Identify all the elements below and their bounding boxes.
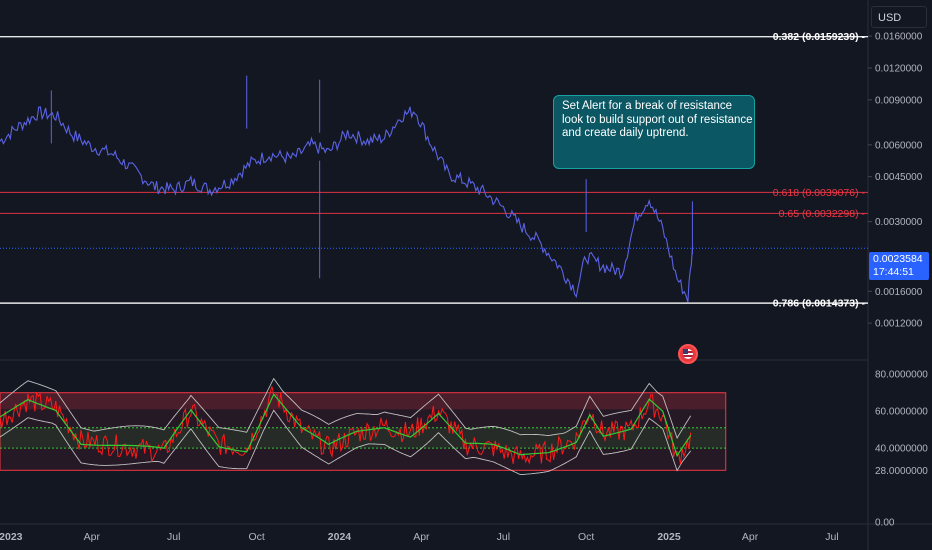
x-tick-label: Jul <box>167 531 180 543</box>
overbought-band <box>0 392 726 410</box>
x-tick-label: Oct <box>578 531 594 543</box>
fib-level-label: 0.786 (0.0014373) - <box>773 298 866 310</box>
currency-selector[interactable]: USD <box>871 6 927 28</box>
y-tick-label: 0.0090000 <box>875 95 923 106</box>
osc-y-tick-label: 60.0000000 <box>875 407 928 418</box>
alert-callout[interactable]: Set Alert for a break of resistance look… <box>553 95 755 169</box>
us-flag-event-icon[interactable] <box>678 344 698 364</box>
osc-y-tick-label: 80.0000000 <box>875 370 928 381</box>
countdown-timer: 17:44:51 <box>873 266 914 278</box>
osc-y-tick-label: 40.0000000 <box>875 444 928 455</box>
y-tick-label: 0.0120000 <box>875 64 923 75</box>
bollinger-upper <box>0 377 692 440</box>
y-tick-label: 0.0045000 <box>875 172 923 183</box>
rsi-ma-line <box>0 393 692 458</box>
fib-level-label: 0.65 (0.0032298) - <box>779 208 866 220</box>
current-price-tag: 0.0023584 17:44:51 <box>869 252 929 280</box>
x-tick-label: Oct <box>248 531 264 543</box>
y-tick-label: 0.0030000 <box>875 217 923 228</box>
callout-line-1: Set Alert for a break of resistance <box>562 100 733 112</box>
fib-level-label: 0.618 (0.0039076) - <box>773 187 866 199</box>
x-tick-label: Apr <box>413 531 430 543</box>
bollinger-lower <box>0 409 692 476</box>
callout-line-3: and create daily uptrend. <box>562 127 689 139</box>
callout-line-2: look to build support out of resistance <box>562 113 753 126</box>
x-tick-label: Jul <box>497 531 510 543</box>
x-tick-label: 2023 <box>0 531 23 543</box>
x-tick-label: Apr <box>84 531 101 543</box>
y-tick-label: 0.0016000 <box>875 287 923 298</box>
current-price-value: 0.0023584 <box>873 253 923 265</box>
y-tick-label: 0.0012000 <box>875 319 923 330</box>
x-tick-label: 2024 <box>328 531 352 543</box>
osc-y-tick-label: 28.0000000 <box>875 466 928 477</box>
price-series-line <box>0 106 693 303</box>
x-tick-label: Jul <box>825 531 838 543</box>
fib-level-label: 0.382 (0.0159239) - <box>773 31 866 43</box>
x-tick-label: 2025 <box>657 531 681 543</box>
osc-y-tick-label: 0.00 <box>875 518 895 529</box>
y-tick-label: 0.0160000 <box>875 32 923 43</box>
rsi-line <box>0 386 692 465</box>
y-tick-label: 0.0060000 <box>875 140 923 151</box>
x-tick-label: Apr <box>742 531 759 543</box>
